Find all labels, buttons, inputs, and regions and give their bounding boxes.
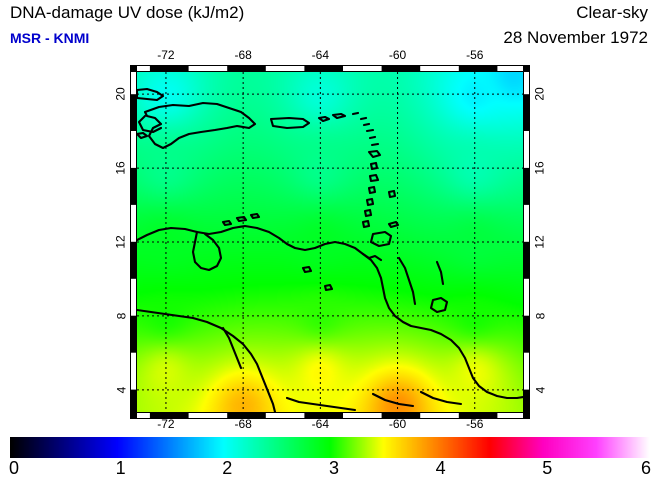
axis-frame-left (130, 65, 137, 419)
axis-tick-bottom-2: -64 (311, 417, 330, 431)
colorbar (10, 437, 650, 458)
axis-tick-top-4: -56 (466, 48, 484, 62)
axis-tick-right-2-text: 12 (532, 235, 547, 249)
colorbar-tick-6: 6 (640, 458, 652, 478)
axis-tick-right-0-text: 20 (532, 87, 547, 101)
axis-tick-top-2: -64 (311, 48, 330, 62)
date-label: 28 November 1972 (503, 28, 648, 47)
axis-tick-left-2-text: 12 (113, 235, 128, 249)
coastline-overlay (137, 87, 523, 412)
data-source-label: MSR - KNMI (10, 30, 90, 46)
axis-frame-right (523, 65, 530, 419)
axis-tick-right-1-text: 16 (532, 161, 547, 175)
axis-tick-left-0: 20 (112, 87, 130, 101)
page-title: DNA-damage UV dose (kJ/m2) (10, 3, 245, 22)
axis-tick-left-1: 16 (112, 161, 130, 175)
colorbar-tick-4: 4 (435, 458, 446, 478)
map-gridlines (137, 72, 523, 412)
axis-frame-bottom (130, 412, 530, 419)
axis-tick-left-3-text: 8 (114, 312, 128, 320)
axis-tick-top-0: -72 (157, 48, 175, 62)
axis-tick-left-2: 12 (112, 235, 130, 249)
axis-tick-right-2: 12 (531, 235, 549, 249)
axis-tick-right-1: 16 (531, 161, 549, 175)
axis-tick-left-1-text: 16 (113, 161, 128, 175)
colorbar-tick-0: 0 (8, 458, 20, 478)
map-plot (130, 65, 530, 419)
axis-tick-left-4-text: 4 (114, 386, 128, 394)
colorbar-tick-5: 5 (542, 458, 553, 478)
map-data-area (137, 72, 523, 412)
axis-tick-right-4: 4 (531, 383, 549, 397)
axis-tick-right-3: 8 (531, 309, 549, 323)
colorbar-tick-2: 2 (222, 458, 233, 478)
axis-tick-left-4: 4 (112, 383, 130, 397)
colorbar-tick-1: 1 (115, 458, 126, 478)
axis-tick-bottom-1: -68 (234, 417, 252, 431)
axis-tick-top-1: -68 (234, 48, 252, 62)
axis-tick-bottom-4: -56 (466, 417, 484, 431)
axis-tick-left-3: 8 (112, 309, 130, 323)
sky-condition-label: Clear-sky (576, 3, 648, 22)
colorbar-tick-3: 3 (328, 458, 340, 478)
axis-tick-right-0: 20 (531, 87, 549, 101)
axis-tick-right-3-text: 8 (533, 312, 547, 320)
axis-tick-bottom-0: -72 (157, 417, 175, 431)
axis-tick-bottom-3: -60 (388, 417, 407, 431)
colorbar-ticks: 0 1 2 3 4 5 6 (8, 458, 652, 480)
axis-tick-top-3: -60 (388, 48, 407, 62)
axis-tick-left-0-text: 20 (113, 87, 128, 101)
colorbar-gradient (10, 437, 650, 458)
axis-frame-top (130, 65, 530, 72)
axis-tick-right-4-text: 4 (533, 386, 547, 394)
